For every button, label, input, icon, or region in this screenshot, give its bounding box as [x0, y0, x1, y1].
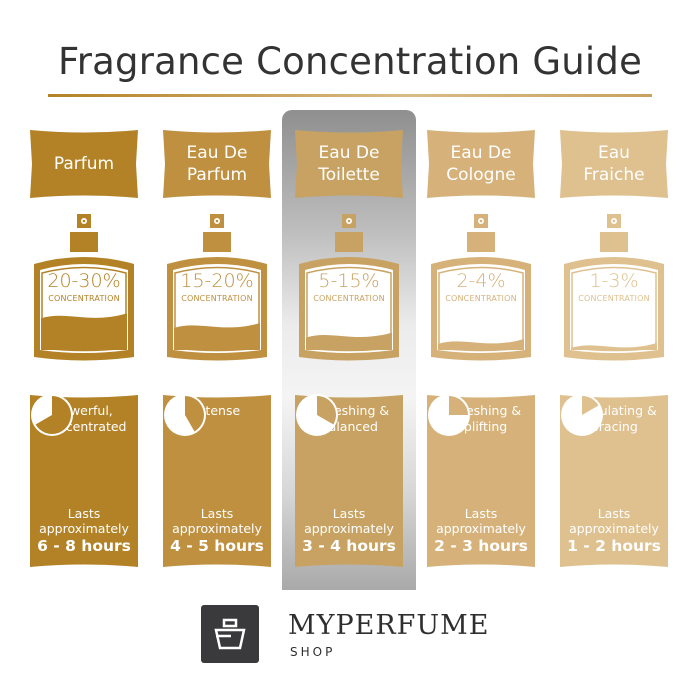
duration-value: 6 - 8 hours — [37, 537, 131, 555]
clock-pie-wedge — [317, 396, 336, 425]
column-0: Parfum 20-30% CONCENTRATION — [30, 0, 138, 600]
brand-name: MYPERFUME — [288, 610, 490, 641]
type-name: Eau De Cologne — [446, 143, 516, 185]
lasts-label: Lasts approximately — [304, 506, 394, 536]
type-name: Eau De Parfum — [186, 143, 248, 185]
longevity-card: Powerful, Concentrated Lasts approximate… — [30, 393, 138, 569]
longevity-card: Refreshing & Balanced Lasts approximatel… — [295, 393, 403, 569]
clock-pie-wedge — [185, 396, 204, 432]
liquid-level — [174, 323, 260, 350]
lasts-label: Lasts approximately — [569, 506, 659, 536]
clock-pie-icon — [164, 394, 206, 436]
column-2: Eau De Toilette 5-15% CONCENTRATION — [295, 0, 403, 600]
type-label: Eau De Toilette — [295, 128, 403, 200]
duration-value: 4 - 5 hours — [170, 537, 264, 555]
card-shape — [163, 395, 271, 567]
liquid-level — [306, 332, 392, 350]
liquid-level — [41, 313, 127, 350]
bottle-graphic: 20-30% CONCENTRATION — [30, 212, 138, 362]
longevity-card: Intense Lasts approximately 4 - 5 hours — [163, 393, 271, 569]
concentration-label: CONCENTRATION — [578, 294, 650, 303]
bottle-graphic: 1-3% CONCENTRATION — [560, 212, 668, 362]
title-divider — [48, 94, 652, 97]
card-shape — [30, 395, 138, 567]
perfume-bottle-icon — [299, 214, 399, 361]
concentration-percent: 1-3% — [589, 270, 639, 292]
perfume-bottle-icon — [431, 214, 531, 361]
concentration-label: CONCENTRATION — [445, 294, 517, 303]
label-banner-shape — [427, 130, 535, 198]
clock-pie-wedge — [35, 396, 72, 434]
concentration-label: CONCENTRATION — [48, 294, 120, 303]
column-1: Eau De Parfum 15-20% CONCENTRATION — [163, 0, 271, 600]
bottle-graphic: 15-20% CONCENTRATION — [163, 212, 271, 362]
concentration-percent: 15-20% — [180, 270, 254, 292]
card-shape — [560, 395, 668, 567]
type-name: Parfum — [53, 154, 115, 174]
bottle-graphic: 2-4% CONCENTRATION — [427, 212, 535, 362]
lasts-label: Lasts approximately — [39, 506, 129, 536]
lasts-label: Lasts approximately — [172, 506, 262, 536]
clock-pie-icon — [561, 394, 603, 436]
clock-pie-wedge — [582, 396, 599, 415]
duration-value: 3 - 4 hours — [302, 537, 396, 555]
concentration-percent: 5-15% — [318, 270, 380, 292]
concentration-percent: 20-30% — [47, 270, 121, 292]
perfume-bottle-icon — [167, 214, 267, 361]
type-label: Eau Fraiche — [560, 128, 668, 200]
type-label: Eau De Parfum — [163, 128, 271, 200]
liquid-level — [438, 339, 524, 350]
bottle-graphic: 5-15% CONCENTRATION — [295, 212, 403, 362]
column-4: Eau Fraiche 1-3% CONCENTRATION — [560, 0, 668, 600]
type-label: Parfum — [30, 128, 138, 200]
duration-value: 1 - 2 hours — [567, 537, 661, 555]
longevity-card: Refreshing & Uplifting Lasts approximate… — [427, 393, 535, 569]
myperfumeshop-logo-icon — [201, 605, 259, 663]
liquid-level — [571, 343, 657, 350]
page-title: Fragrance Concentration Guide — [57, 40, 643, 83]
type-name: Eau Fraiche — [583, 143, 645, 185]
concentration-percent: 2-4% — [456, 270, 506, 292]
concentration-label: CONCENTRATION — [313, 294, 385, 303]
concentration-label: CONCENTRATION — [181, 294, 253, 303]
lasts-label: Lasts approximately — [436, 506, 526, 536]
label-banner-shape — [163, 130, 271, 198]
card-shape — [295, 395, 403, 567]
card-shape — [427, 395, 535, 567]
type-name: Eau De Toilette — [318, 143, 380, 185]
longevity-card: Stimulating & Bracing Lasts approximatel… — [560, 393, 668, 569]
label-banner-shape — [30, 130, 138, 198]
clock-pie-icon — [296, 394, 338, 436]
brand-subtitle: SHOP — [290, 645, 336, 659]
type-label: Eau De Cologne — [427, 128, 535, 200]
perfume-bottle-icon — [34, 214, 134, 361]
clock-pie-icon — [31, 394, 73, 436]
column-3: Eau De Cologne 2-4% CONCENTRATION — [427, 0, 535, 600]
label-banner-shape — [295, 130, 403, 198]
perfume-bottle-icon — [564, 214, 664, 361]
clock-pie-wedge — [449, 396, 468, 415]
clock-pie-icon — [428, 394, 470, 436]
label-banner-shape — [560, 130, 668, 198]
duration-value: 2 - 3 hours — [434, 537, 528, 555]
